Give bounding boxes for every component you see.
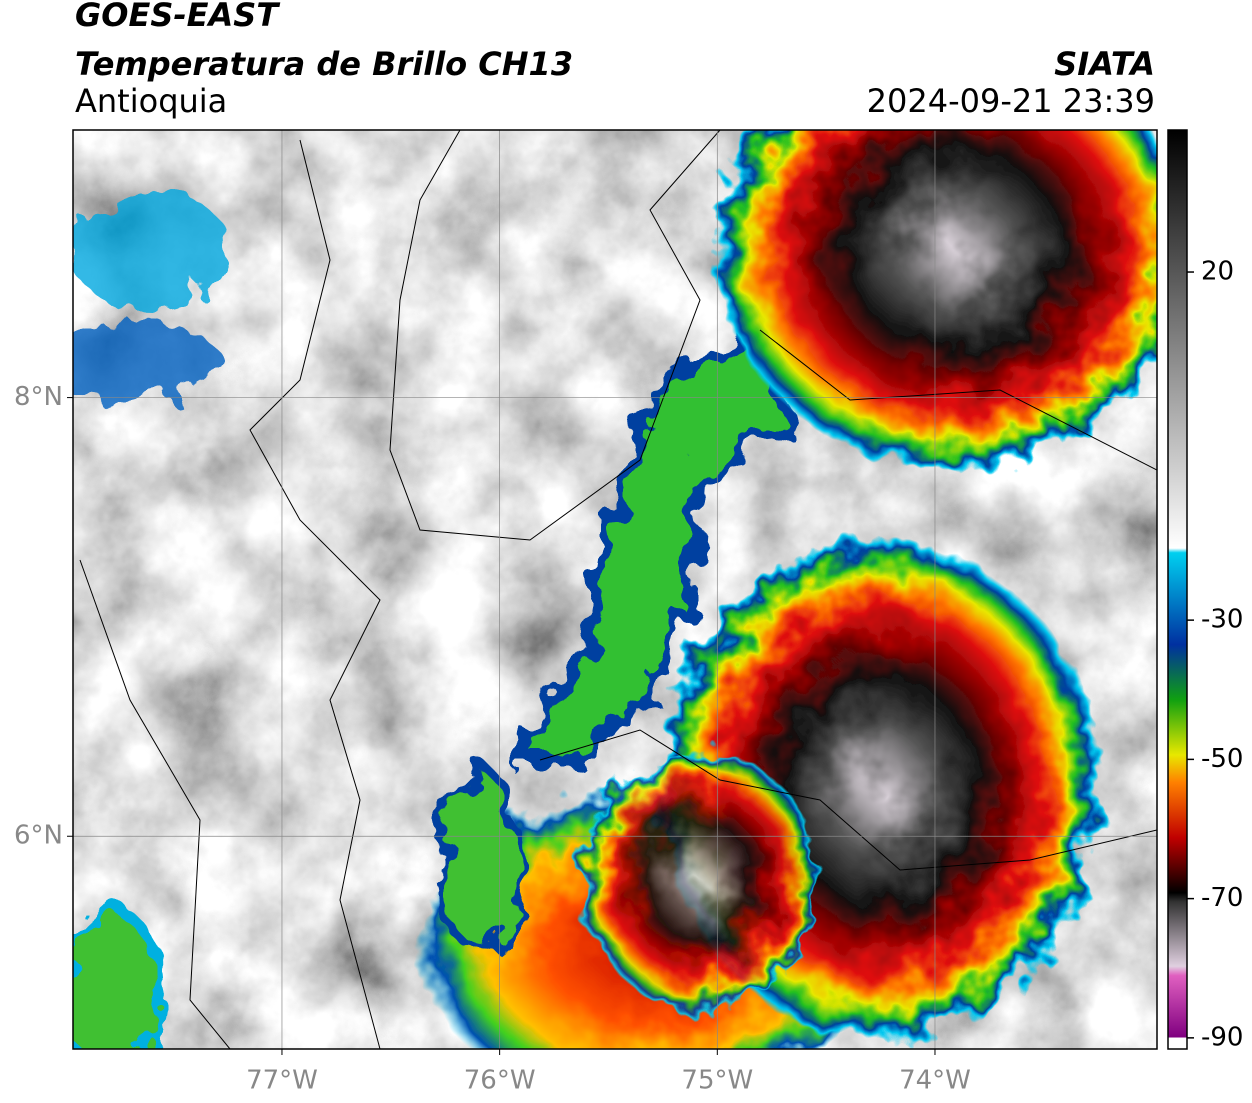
colorbar-tick-label: 20 [1201,257,1234,287]
x-tick-label: 77°W [246,1066,318,1096]
x-tick-label: 75°W [681,1066,753,1096]
y-tick-label: 6°N [14,821,63,851]
colorbar-tick-label: -90 [1201,1022,1243,1052]
colorbar [1167,129,1188,1050]
x-tick-label: 74°W [899,1066,971,1096]
source: SIATA [1054,45,1155,83]
subtitle: Temperatura de Brillo CH13 [75,45,573,83]
colorbar-tick-label: -50 [1201,744,1243,774]
timestamp: 2024-09-21 23:39 [867,82,1155,120]
colorbar-tick-label: -70 [1201,883,1243,913]
satellite-image [73,130,1157,1049]
title: GOES-EAST [75,0,280,34]
map-frame [72,129,1158,1050]
x-tick-label: 76°W [464,1066,536,1096]
colorbar-tick-label: -30 [1201,605,1243,635]
region: Antioquia [75,82,227,120]
y-tick-label: 8°N [14,382,63,412]
